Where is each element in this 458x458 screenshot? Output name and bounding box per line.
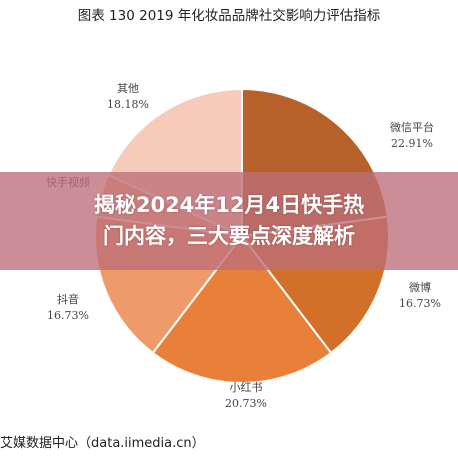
headline-line-2: 门内容，三大要点深度解析 xyxy=(103,224,355,248)
headline-line-1: 揭秘2024年12月4日快手热 xyxy=(93,193,365,217)
slice-value-label: 16.73% xyxy=(47,309,89,322)
slice-label: 抖音 xyxy=(57,292,79,306)
slice-label: 小红书 xyxy=(230,381,263,394)
slice-label: 微信平台 xyxy=(390,120,434,134)
slice-value-label: 16.73% xyxy=(399,297,441,310)
slice-label: 微博 xyxy=(409,280,431,294)
headline-banner: 揭秘2024年12月4日快手热 门内容，三大要点深度解析 xyxy=(0,172,458,270)
slice-value-label: 22.91% xyxy=(391,137,433,150)
slice-value-label: 18.18% xyxy=(107,98,149,111)
pie-slice xyxy=(151,234,333,384)
chart-title: 图表 130 2019 年化妆品品牌社交影响力评估指标 xyxy=(77,8,381,24)
slice-value-label: 20.73% xyxy=(225,397,267,410)
source-note: 艾媒数据中心（data.iimedia.cn） xyxy=(0,436,205,451)
slice-label: 其他 xyxy=(117,82,139,95)
